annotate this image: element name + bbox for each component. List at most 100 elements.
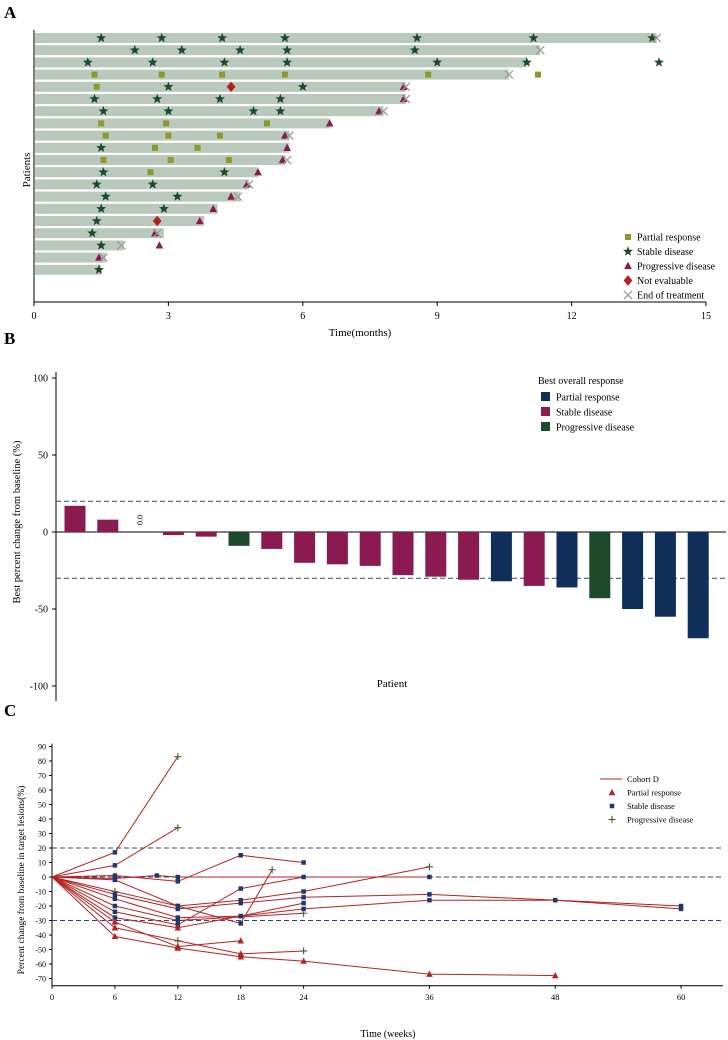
patient-trajectory-line xyxy=(51,876,241,948)
stable-disease-marker xyxy=(87,227,98,238)
partial-response-marker xyxy=(93,83,100,90)
stable-disease-marker xyxy=(432,57,443,67)
stable-disease-marker xyxy=(235,45,246,55)
stable-disease-marker xyxy=(521,57,532,67)
stable-disease-point xyxy=(238,897,243,903)
partial-response-point xyxy=(426,970,433,977)
stable-disease-marker xyxy=(91,215,102,226)
x-tick-label: 6 xyxy=(113,992,117,1002)
x-tick-label: 12 xyxy=(174,992,183,1002)
y-tick-label: 60 xyxy=(38,786,46,795)
waterfall-bar xyxy=(359,532,381,566)
partial-response-marker xyxy=(163,120,170,127)
stable-disease-marker xyxy=(100,191,111,201)
end-of-treatment-marker xyxy=(244,179,254,189)
end-of-treatment-marker xyxy=(233,192,243,202)
stable-disease-point xyxy=(427,892,432,897)
legend-marker-stable xyxy=(609,803,615,809)
legend-label: Stable disease xyxy=(556,408,613,419)
partial-response-marker xyxy=(100,157,107,163)
patient-bar xyxy=(35,264,102,275)
stable-disease-point xyxy=(301,889,306,894)
end-of-treatment-marker xyxy=(98,253,108,263)
stable-disease-point xyxy=(301,860,306,865)
legend-marker-3 xyxy=(624,261,632,270)
panel-label-a: A xyxy=(4,3,17,22)
legend-marker-4 xyxy=(623,275,633,286)
stable-disease-point xyxy=(112,896,118,901)
stable-disease-point xyxy=(175,879,181,884)
stable-disease-point xyxy=(301,900,306,906)
y-tick-label: -50 xyxy=(35,946,46,955)
waterfall-bar xyxy=(523,532,545,586)
waterfall-bar xyxy=(425,532,447,577)
patient-bar xyxy=(35,167,258,178)
waterfall-bar xyxy=(556,532,578,588)
progressive-disease-point xyxy=(174,753,182,761)
y-tick-label: 40 xyxy=(38,815,46,824)
stable-disease-marker xyxy=(96,240,107,250)
x-axis-title: Patient xyxy=(377,678,408,690)
y-tick-label: -70 xyxy=(35,975,46,984)
patient-bar xyxy=(35,240,124,251)
y-tick-label: 50 xyxy=(38,451,48,462)
end-of-treatment-marker xyxy=(401,94,411,104)
x-tick-label: 48 xyxy=(551,992,560,1002)
y-tick-label: 70 xyxy=(38,772,46,781)
legend-label: Partial response xyxy=(627,788,681,798)
stable-disease-marker xyxy=(82,57,93,67)
patient-bar xyxy=(35,228,164,239)
patient-bar xyxy=(35,118,330,129)
partial-response-marker xyxy=(216,132,223,139)
stable-disease-marker xyxy=(158,203,169,213)
x-tick-label: 12 xyxy=(567,311,577,322)
end-of-treatment-marker xyxy=(116,240,126,250)
partial-response-marker xyxy=(158,71,165,78)
partial-response-point xyxy=(111,932,119,940)
y-tick-label: -10 xyxy=(35,888,46,897)
stable-disease-marker xyxy=(172,191,183,201)
stable-disease-marker xyxy=(248,105,259,116)
y-axis-title: Patients xyxy=(21,153,33,188)
partial-response-marker xyxy=(281,71,288,78)
partial-response-marker xyxy=(151,144,158,151)
partial-response-marker xyxy=(535,71,541,78)
waterfall-bar xyxy=(97,519,119,532)
legend-marker-2 xyxy=(623,246,633,256)
progressive-disease-point xyxy=(174,937,182,945)
patient-trajectory-line xyxy=(51,866,430,907)
end-of-treatment-marker xyxy=(652,33,662,43)
progressive-disease-marker xyxy=(325,119,334,127)
stable-disease-point xyxy=(427,874,432,880)
x-axis-title: Time(months) xyxy=(329,327,392,339)
stable-disease-point xyxy=(678,903,684,909)
partial-response-marker xyxy=(165,132,172,139)
legend-title: Best overall response xyxy=(538,376,624,387)
patient-bar xyxy=(35,179,250,190)
patient-bar xyxy=(35,216,205,226)
progressive-disease-marker xyxy=(399,82,408,90)
waterfall-bar xyxy=(589,532,611,599)
stable-disease-marker xyxy=(98,166,109,177)
panel-label-c: C xyxy=(4,701,16,720)
x-axis-title: Time (weeks) xyxy=(361,1029,416,1040)
patient-bar xyxy=(35,57,527,68)
x-tick-label: 3 xyxy=(166,311,171,322)
stable-disease-point xyxy=(301,906,306,912)
progressive-disease-marker xyxy=(278,155,287,164)
stable-disease-marker xyxy=(647,32,658,43)
stable-disease-marker xyxy=(528,32,539,43)
progressive-disease-marker xyxy=(283,143,291,151)
end-of-treatment-marker xyxy=(282,155,292,165)
partial-response-marker xyxy=(225,157,232,163)
y-tick-label: 30 xyxy=(38,830,46,839)
y-tick-label: -40 xyxy=(35,931,46,940)
partial-response-point xyxy=(174,924,182,931)
waterfall-bar xyxy=(622,532,644,609)
partial-response-point xyxy=(111,918,119,925)
y-tick-label: -30 xyxy=(35,917,46,926)
stable-disease-marker xyxy=(219,57,230,67)
y-tick-label: 0 xyxy=(43,528,48,539)
stable-disease-point xyxy=(175,915,181,920)
stable-disease-marker xyxy=(129,45,140,55)
